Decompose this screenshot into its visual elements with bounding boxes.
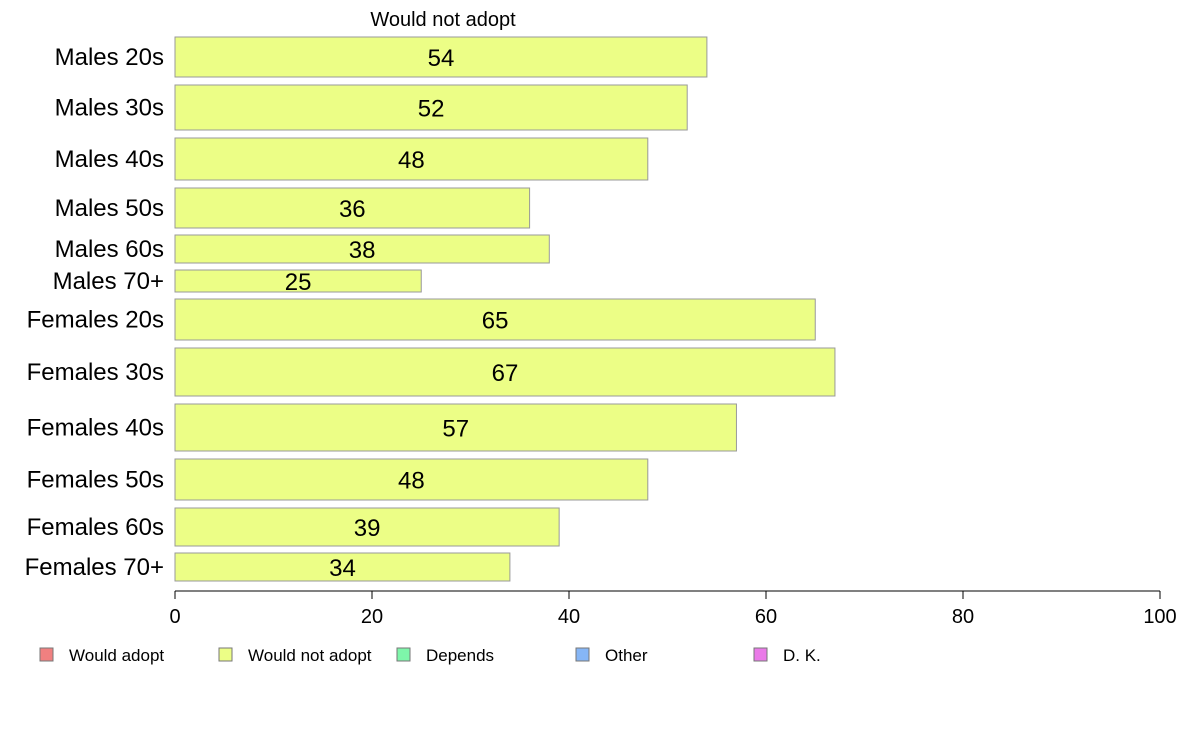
bar bbox=[174, 36, 708, 78]
bar-value-label: 65 bbox=[482, 308, 509, 335]
x-tick-label: 0 bbox=[169, 606, 180, 628]
bar-value-label: 36 bbox=[339, 196, 366, 223]
bar-value-label: 48 bbox=[398, 147, 425, 174]
bar-value-label: 38 bbox=[349, 237, 376, 264]
x-axis: 0 20 40 60 80 100 bbox=[169, 590, 1177, 628]
x-tick-label: 80 bbox=[952, 606, 974, 628]
category-label: Females 40s bbox=[27, 415, 164, 442]
category-label: Males 60s bbox=[55, 236, 164, 263]
bar bbox=[174, 84, 688, 131]
legend-label: D. K. bbox=[783, 646, 821, 665]
legend-label: Would adopt bbox=[69, 646, 164, 665]
bar-value-label: 34 bbox=[329, 555, 356, 582]
x-tick-label: 20 bbox=[361, 606, 383, 628]
legend-swatch bbox=[575, 647, 590, 662]
bar bbox=[174, 187, 531, 229]
category-label: Females 70+ bbox=[25, 554, 164, 581]
category-label: Females 20s bbox=[27, 307, 164, 334]
legend-label: Depends bbox=[426, 646, 494, 665]
legend-label: Would not adopt bbox=[248, 646, 372, 665]
legend-swatch bbox=[396, 647, 411, 662]
category-label: Females 60s bbox=[27, 514, 164, 541]
category-label: Females 30s bbox=[27, 359, 164, 386]
bars-group: Males 20s 54 Males 30s 52 Males 40s 48 Males 5… bbox=[25, 36, 836, 582]
bar-value-label: 57 bbox=[442, 416, 469, 443]
bar-value-label: 25 bbox=[285, 269, 312, 296]
legend-swatch bbox=[218, 647, 233, 662]
bar-value-label: 39 bbox=[354, 515, 381, 542]
category-label: Males 20s bbox=[55, 44, 164, 71]
chart-title: Would not adopt bbox=[370, 9, 516, 31]
legend: Would adopt Would not adopt Depends Other D.… bbox=[39, 646, 821, 665]
bar bbox=[174, 552, 511, 582]
bar-value-label: 67 bbox=[492, 360, 519, 387]
bar bbox=[174, 347, 836, 397]
category-label: Males 30s bbox=[55, 95, 164, 122]
bar bbox=[174, 234, 550, 264]
bar bbox=[174, 269, 422, 293]
category-label: Females 50s bbox=[27, 467, 164, 494]
bar bbox=[174, 298, 816, 341]
x-tick-label: 100 bbox=[1143, 606, 1176, 628]
bar-value-label: 52 bbox=[418, 96, 445, 123]
legend-swatch bbox=[753, 647, 768, 662]
category-label: Males 50s bbox=[55, 195, 164, 222]
legend-swatch bbox=[39, 647, 54, 662]
category-label: Males 40s bbox=[55, 146, 164, 173]
bar bbox=[174, 137, 649, 181]
bar-value-label: 48 bbox=[398, 468, 425, 495]
x-tick-label: 60 bbox=[755, 606, 777, 628]
legend-label: Other bbox=[605, 646, 648, 665]
category-label: Males 70+ bbox=[53, 268, 164, 295]
bar-value-label: 54 bbox=[428, 45, 455, 72]
bar bbox=[174, 458, 649, 501]
x-tick-label: 40 bbox=[558, 606, 580, 628]
bar bbox=[174, 403, 737, 452]
bar bbox=[174, 507, 560, 547]
